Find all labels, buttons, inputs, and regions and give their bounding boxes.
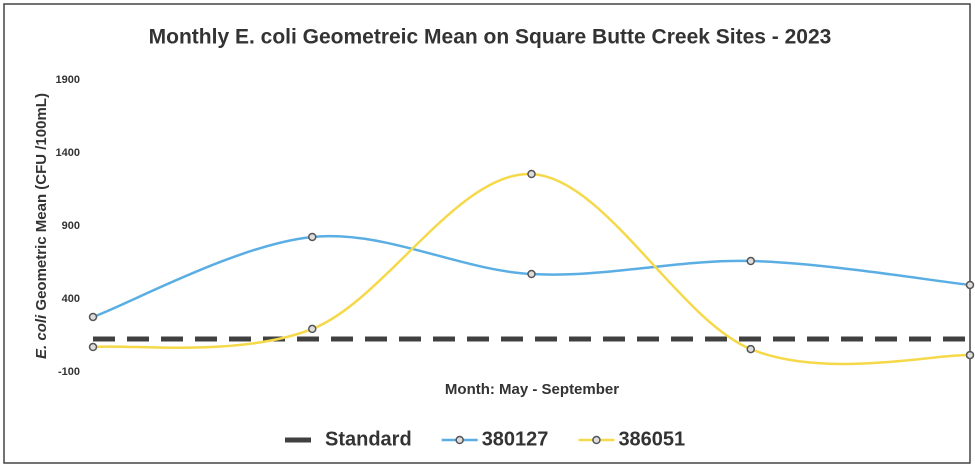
series-marker bbox=[527, 269, 536, 279]
series-marker bbox=[308, 232, 317, 242]
series-marker bbox=[88, 312, 98, 322]
y-axis-label-italic: E. coli bbox=[33, 314, 50, 359]
legend-marker bbox=[592, 435, 601, 445]
y-axis-label: E. coli Geometric Mean (CFU /100mL) bbox=[33, 93, 50, 359]
y-tick-label: 400 bbox=[62, 293, 80, 305]
y-tick-label: 1900 bbox=[56, 74, 80, 86]
legend-label: 386051 bbox=[618, 428, 685, 450]
series-marker bbox=[965, 350, 975, 360]
series-marker bbox=[308, 324, 317, 334]
series-marker bbox=[965, 280, 975, 290]
y-tick-label: 900 bbox=[62, 220, 80, 232]
series-marker bbox=[88, 342, 98, 352]
legend-marker bbox=[455, 435, 464, 445]
y-axis-label-rest: Geometric Mean (CFU /100mL) bbox=[33, 93, 50, 311]
y-tick-label: 1400 bbox=[56, 147, 80, 159]
legend-label: 380127 bbox=[482, 428, 549, 450]
series-marker bbox=[746, 256, 755, 266]
series-marker bbox=[746, 344, 755, 354]
legend-label: Standard bbox=[325, 428, 412, 450]
x-axis-label: Month: May - September bbox=[445, 381, 619, 398]
chart-title: Monthly E. coli Geometreic Mean on Squar… bbox=[149, 26, 832, 49]
series-marker bbox=[527, 169, 536, 179]
y-tick-label: -100 bbox=[58, 366, 80, 378]
chart-border bbox=[3, 3, 971, 464]
